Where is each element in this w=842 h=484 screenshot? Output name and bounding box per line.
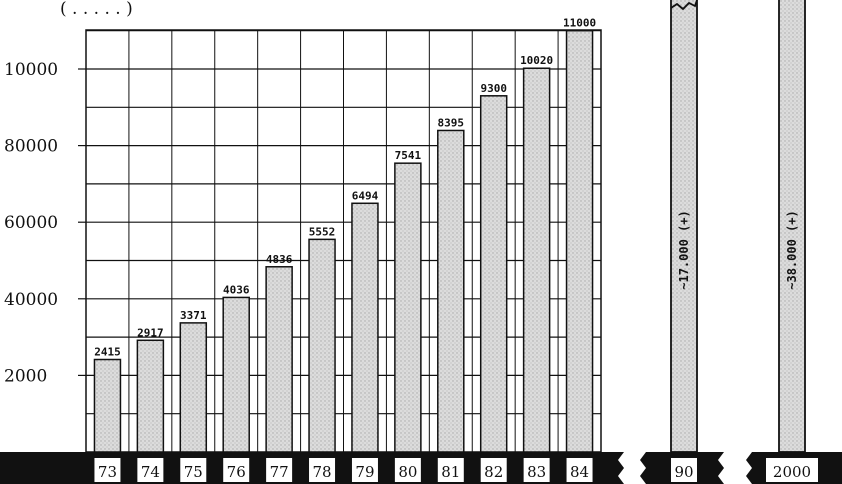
y-tick-label: 10000: [4, 60, 58, 80]
bar-82: [479, 95, 508, 453]
x-tick-label: 75: [184, 463, 203, 481]
data-label: 2917: [137, 326, 164, 339]
bar-76: [222, 296, 250, 453]
x-tick-box: [394, 458, 421, 482]
bar-74: [136, 339, 165, 453]
data-label: 10020: [520, 54, 553, 67]
projection-bar-90: [670, 0, 698, 453]
x-tick-label: 79: [355, 463, 374, 481]
grid-lines: [86, 30, 601, 452]
x-tick-label: 84: [570, 463, 589, 481]
bar-80: [394, 162, 422, 453]
x-tick-label: 78: [312, 463, 331, 481]
data-label: 11000: [563, 17, 596, 30]
x-tick-box: [766, 458, 818, 482]
x-tick-box: [480, 458, 507, 482]
x-tick-label: 82: [484, 463, 503, 481]
bar-78: [308, 238, 336, 453]
projection-label: ~38.000 (+): [785, 210, 799, 289]
projection-bars: ~17.000 (+) ~38.000 (+): [670, 0, 806, 453]
bar-84: [565, 29, 594, 453]
data-label: 3371: [180, 309, 207, 322]
x-tick-box: [223, 458, 250, 482]
data-label: 4836: [266, 253, 293, 266]
bars: 2415 2917 3371 4036 4836 5552 6494 7541 8395 9300…: [93, 17, 596, 453]
data-label: 6494: [352, 189, 379, 202]
bar-75: [179, 322, 208, 453]
x-tick-label: 81: [441, 463, 460, 481]
x-tick-label: 76: [227, 463, 246, 481]
x-tick-label: 73: [98, 463, 117, 481]
data-label: 2415: [94, 346, 121, 359]
y-tick-label: 2000: [4, 366, 47, 386]
y-tick-label: 40000: [4, 290, 58, 310]
x-tick-box: [266, 458, 293, 482]
x-tick-label: 90: [674, 463, 693, 481]
data-label: 4036: [223, 283, 250, 296]
projection-label: ~17.000 (+): [677, 210, 691, 289]
bar-73: [93, 358, 122, 453]
data-label: 8395: [438, 116, 465, 129]
x-tick-label: 80: [398, 463, 417, 481]
y-tick-label: 60000: [4, 213, 58, 233]
x-tick-box: [566, 458, 593, 482]
x-tick-label: 77: [270, 463, 289, 481]
x-tick-label: 2000: [773, 463, 811, 481]
x-tick-box: [94, 458, 121, 482]
x-tick-box: [309, 458, 336, 482]
x-axis-band: 73 74 75 76 77 78 79 80 81 82 83 84 90 2000: [0, 452, 842, 484]
break-mark: [670, 0, 698, 11]
x-tick-label: 74: [141, 463, 160, 481]
bar-79: [351, 202, 379, 453]
title-fragment: ( . . . . . ): [60, 0, 133, 19]
bar-77: [265, 266, 293, 453]
x-tick-box: [351, 458, 378, 482]
x-tick-box: [137, 458, 164, 482]
projection-bar-2000: [778, 0, 806, 453]
data-label: 7541: [395, 149, 422, 162]
x-tick-box: [180, 458, 207, 482]
x-tick-box: [671, 458, 697, 482]
y-tick-labels: 2000 40000 60000 80000 10000: [4, 60, 86, 386]
data-label: 9300: [480, 82, 507, 95]
bar-83: [522, 67, 551, 453]
x-tick-box: [437, 458, 464, 482]
x-tick-box: [523, 458, 550, 482]
bar-81: [437, 129, 465, 453]
x-tick-label: 83: [527, 463, 546, 481]
data-label: 5552: [309, 225, 336, 238]
y-tick-label: 80000: [4, 137, 58, 157]
